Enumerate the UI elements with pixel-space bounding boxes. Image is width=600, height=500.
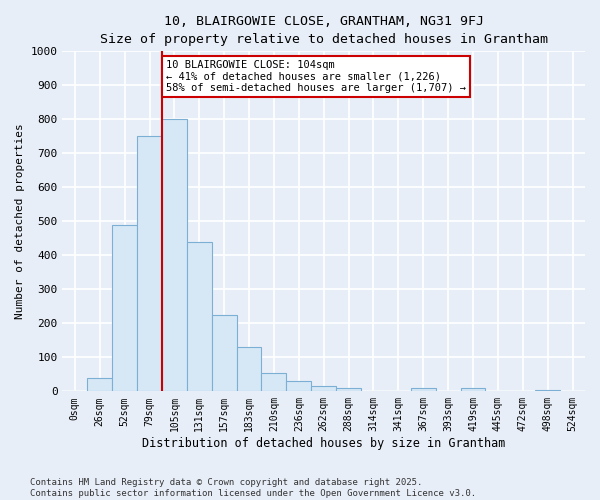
Bar — [112, 224, 137, 392]
Bar — [461, 388, 485, 392]
Bar — [311, 386, 336, 392]
Bar — [262, 372, 286, 392]
X-axis label: Distribution of detached houses by size in Grantham: Distribution of detached houses by size … — [142, 437, 505, 450]
Bar — [212, 315, 236, 392]
Bar — [535, 390, 560, 392]
Bar — [187, 242, 212, 392]
Bar — [336, 388, 361, 392]
Bar — [162, 120, 187, 392]
Bar — [88, 378, 112, 392]
Y-axis label: Number of detached properties: Number of detached properties — [15, 124, 25, 319]
Bar — [137, 136, 162, 392]
Text: 10 BLAIRGOWIE CLOSE: 104sqm
← 41% of detached houses are smaller (1,226)
58% of : 10 BLAIRGOWIE CLOSE: 104sqm ← 41% of det… — [166, 60, 466, 93]
Bar — [411, 388, 436, 392]
Bar — [286, 381, 311, 392]
Text: Contains HM Land Registry data © Crown copyright and database right 2025.
Contai: Contains HM Land Registry data © Crown c… — [30, 478, 476, 498]
Title: 10, BLAIRGOWIE CLOSE, GRANTHAM, NG31 9FJ
Size of property relative to detached h: 10, BLAIRGOWIE CLOSE, GRANTHAM, NG31 9FJ… — [100, 15, 548, 46]
Bar — [236, 347, 262, 392]
